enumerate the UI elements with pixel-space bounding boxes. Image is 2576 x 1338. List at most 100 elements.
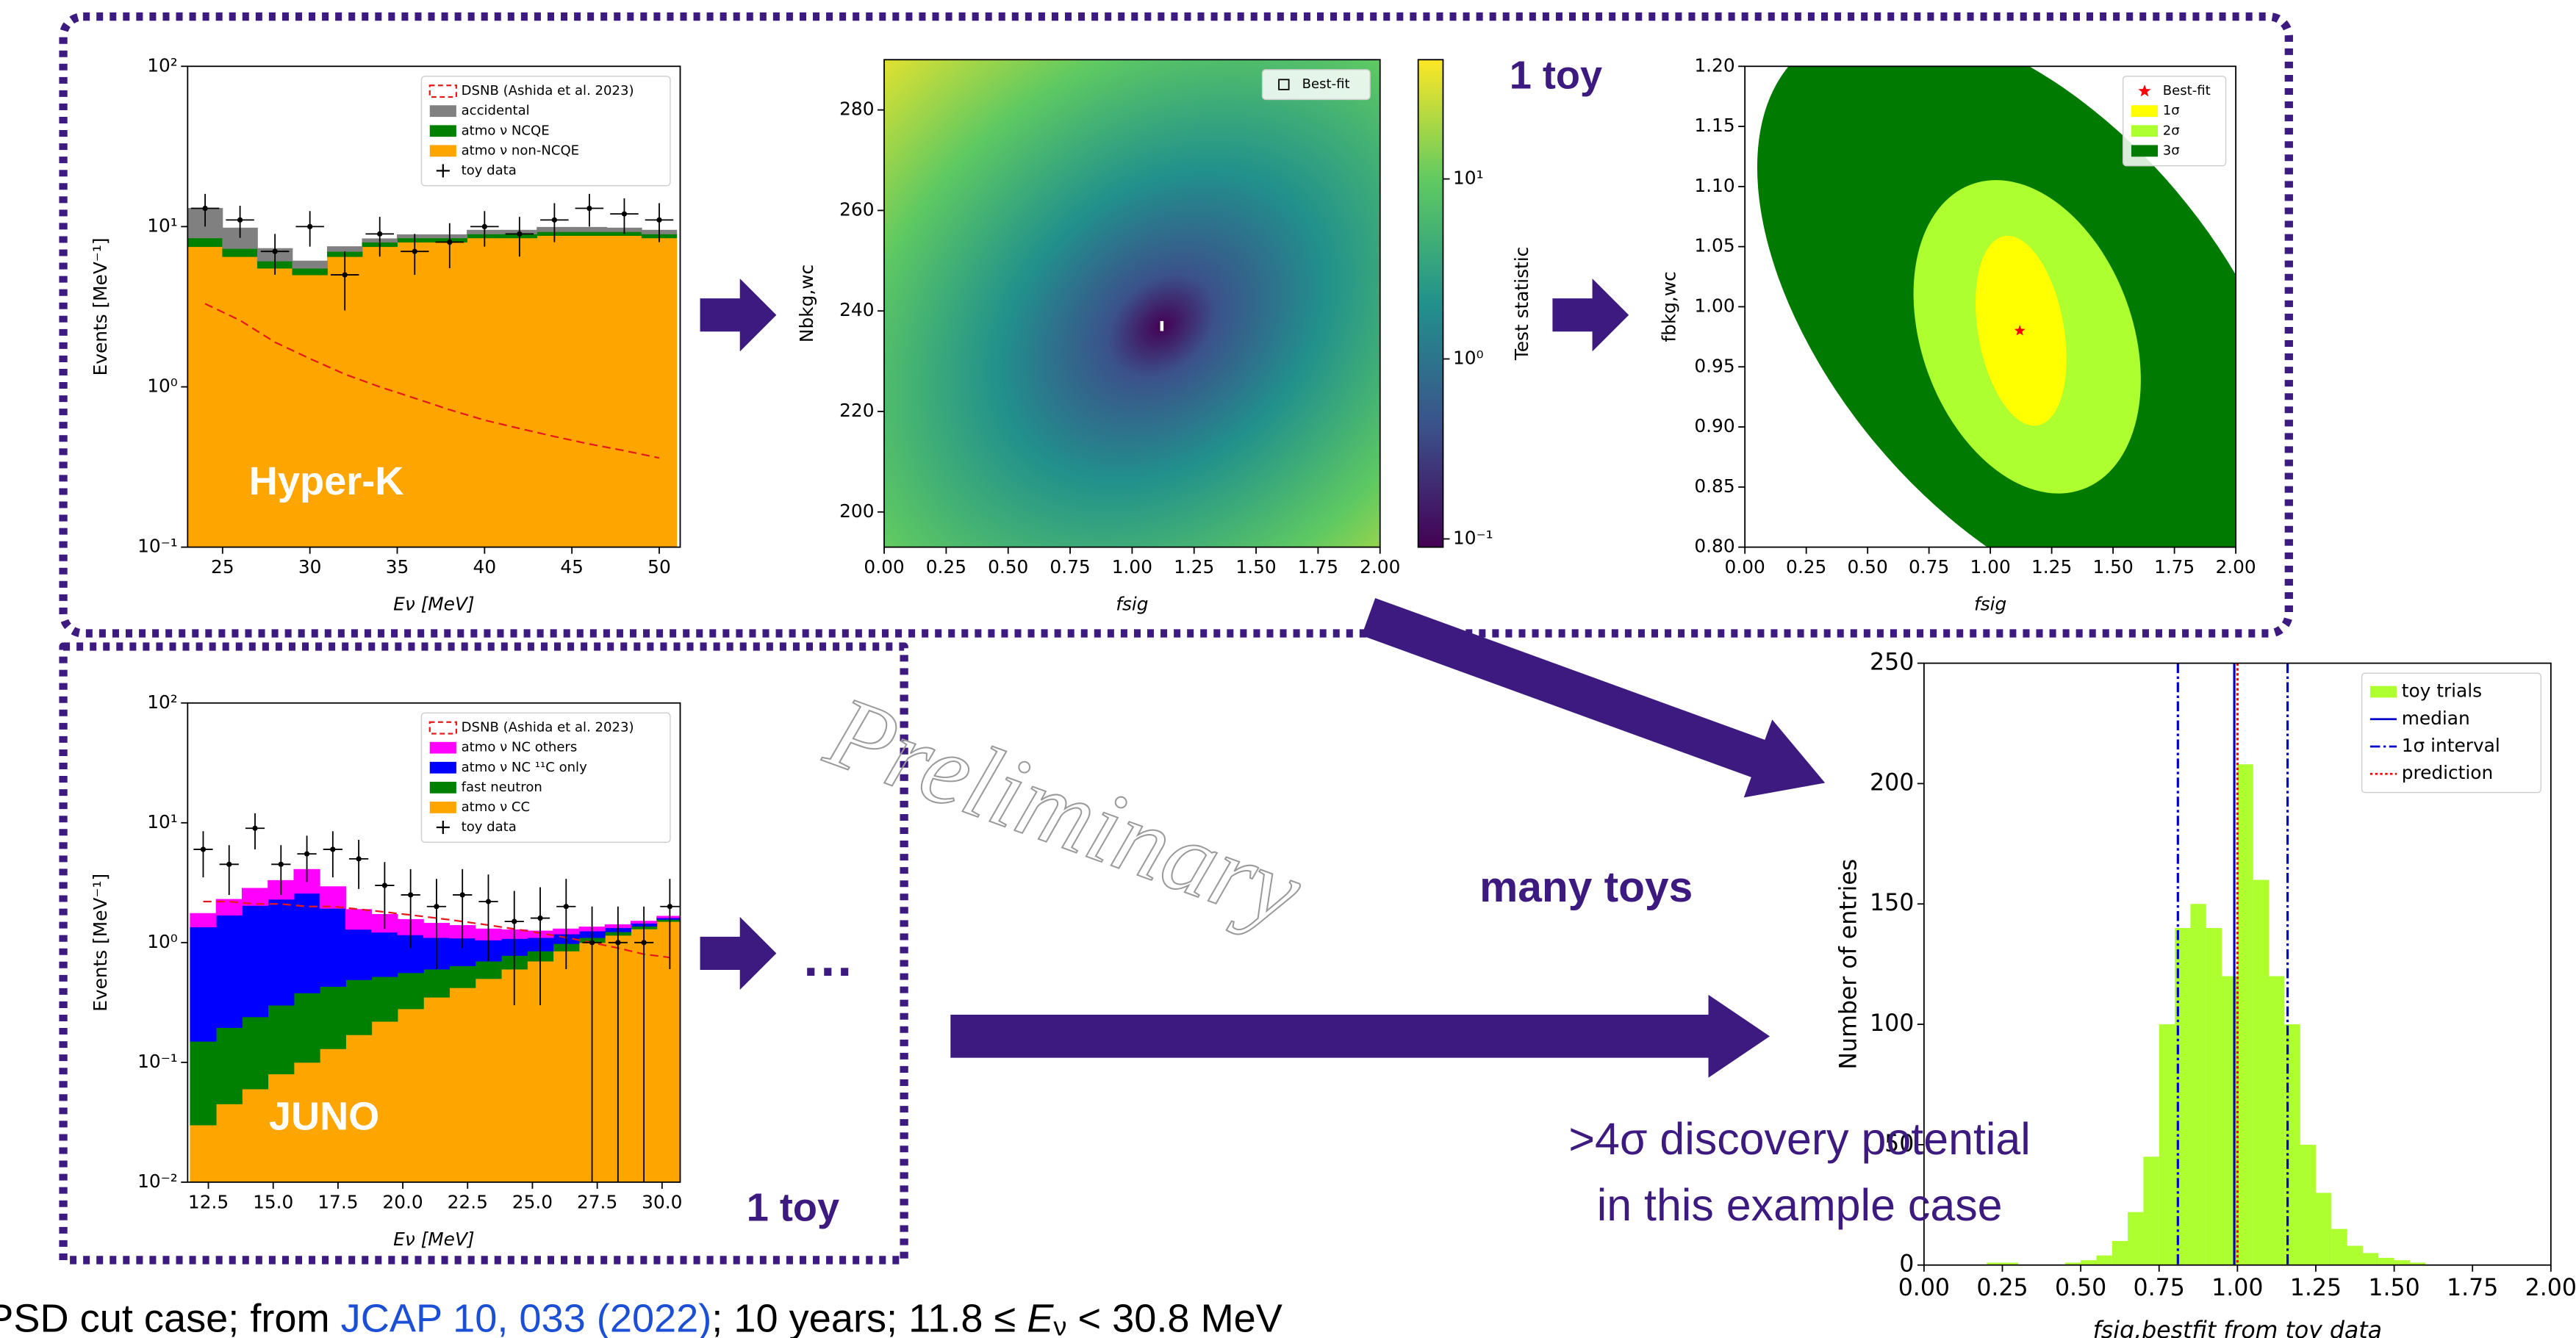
toy-point: [621, 211, 628, 217]
hist-bar: [2362, 1253, 2379, 1265]
x-tick-label: 1.75: [2154, 556, 2195, 578]
hist-bar: [2096, 1255, 2112, 1265]
toy-point: [377, 231, 383, 237]
area-segment: [501, 237, 538, 547]
area-segment: [190, 1040, 217, 1126]
toy-point: [202, 205, 208, 212]
x-tick-label: 0.25: [926, 556, 966, 578]
ellipsis: …: [801, 929, 854, 988]
toy-point: [563, 904, 569, 910]
area-segment: [345, 929, 373, 980]
x-tick-label: 1.00: [1112, 556, 1152, 578]
footnote-text: PSD cut case; from: [0, 1297, 341, 1338]
reference-link[interactable]: JCAP 10, 033 (2022): [341, 1297, 712, 1338]
area-segment: [553, 950, 580, 1182]
y-tick-label: 200: [839, 500, 874, 522]
legend-label: 2σ: [2163, 123, 2180, 138]
hist-bar: [2081, 1260, 2097, 1265]
x-axis-label: fsig,bestfit from toy data: [2093, 1317, 2382, 1338]
x-tick-label: 25: [211, 556, 234, 578]
x-tick-label: 1.75: [2447, 1275, 2498, 1301]
plot-area: [190, 813, 681, 1182]
area-segment: [423, 968, 451, 998]
area-segment: [641, 237, 678, 547]
y-tick-label: 240: [839, 299, 874, 320]
y-tick-label: 0.80: [1694, 536, 1734, 557]
legend-swatch: [429, 145, 456, 157]
x-tick-label: 2.00: [2215, 556, 2256, 578]
plot-area: [884, 60, 1380, 547]
toy-point: [237, 217, 243, 223]
plot-area: [1757, 66, 2236, 547]
x-tick-label: 22.5: [448, 1191, 488, 1212]
x-tick-label: 40: [473, 556, 497, 578]
area-segment: [292, 267, 328, 276]
many-toys-label: many toys: [1479, 863, 1693, 911]
area-segment: [606, 235, 642, 547]
legend-swatch: [428, 84, 457, 98]
area-segment: [431, 242, 468, 547]
legend-box: [2361, 672, 2541, 794]
area-segment: [241, 904, 269, 1018]
toy-point: [459, 892, 465, 898]
y-axis-label: Nbkg,wc: [796, 265, 817, 342]
toy-point: [589, 940, 595, 946]
legend-marker: [2138, 84, 2151, 97]
hist-bar: [2394, 1260, 2410, 1265]
area-segment: [345, 909, 373, 930]
y-axis-label: Events [MeV⁻¹]: [90, 237, 111, 375]
toy-point: [356, 856, 362, 862]
area-segment: [190, 927, 217, 1042]
x-tick-label: 0.75: [1050, 556, 1090, 578]
toy-point: [272, 248, 278, 254]
toy-point: [586, 205, 592, 212]
area-segment: [475, 978, 502, 1182]
area-segment: [397, 972, 424, 1010]
x-tick-label: 0.50: [2055, 1275, 2106, 1301]
legend-label: 3σ: [2163, 143, 2180, 158]
toy-point: [485, 899, 492, 904]
x-tick-label: 1.50: [2368, 1275, 2419, 1301]
area-segment: [571, 235, 608, 547]
area-segment: [241, 1088, 269, 1182]
y-tick-label: 10⁰: [147, 931, 178, 952]
legend-box: [420, 76, 671, 187]
model-line: [204, 303, 660, 459]
legend-swatch: [2131, 125, 2159, 137]
toy-point: [512, 918, 517, 924]
legend-swatch: [2131, 145, 2159, 157]
plot-area: [1987, 663, 2426, 1265]
x-tick-label: 45: [560, 556, 584, 578]
area-segment: [537, 235, 573, 547]
hist-bar: [2347, 1245, 2363, 1265]
x-tick-label: 1.00: [2211, 1275, 2263, 1301]
legend-swatch: [429, 105, 456, 118]
plot-frame: [1744, 65, 2236, 548]
hist-bar: [2190, 904, 2206, 1265]
area-segment: [319, 1048, 346, 1182]
y-tick-label: 260: [839, 198, 874, 220]
x-tick-label: 27.5: [577, 1191, 617, 1212]
area-segment: [256, 267, 293, 547]
area-segment: [467, 237, 503, 547]
x-tick-label: 30: [298, 556, 322, 578]
legend-label: toy data: [462, 162, 517, 178]
y-tick-label: 1.00: [1694, 295, 1734, 316]
legend-label: Best-fit: [2163, 83, 2211, 98]
area-segment: [268, 1004, 295, 1075]
y-tick-label: 0.85: [1694, 475, 1734, 497]
footnote-subscript: ν: [1053, 1311, 1066, 1338]
legend-swatch: [2131, 105, 2159, 118]
area-segment: [241, 1016, 269, 1090]
y-tick-label: 10⁻¹: [137, 1051, 178, 1072]
hist-bar: [2064, 1262, 2081, 1265]
area-segment: [319, 886, 346, 909]
toy-point: [342, 272, 348, 278]
hist-bar: [2128, 1212, 2144, 1265]
x-tick-label: 30.0: [642, 1191, 682, 1212]
x-tick-label: 1.00: [1970, 556, 2011, 578]
toy-point: [656, 217, 662, 223]
plot-area: [187, 193, 678, 547]
area-segment: [371, 932, 398, 977]
y-tick-label: 1.05: [1694, 235, 1734, 256]
